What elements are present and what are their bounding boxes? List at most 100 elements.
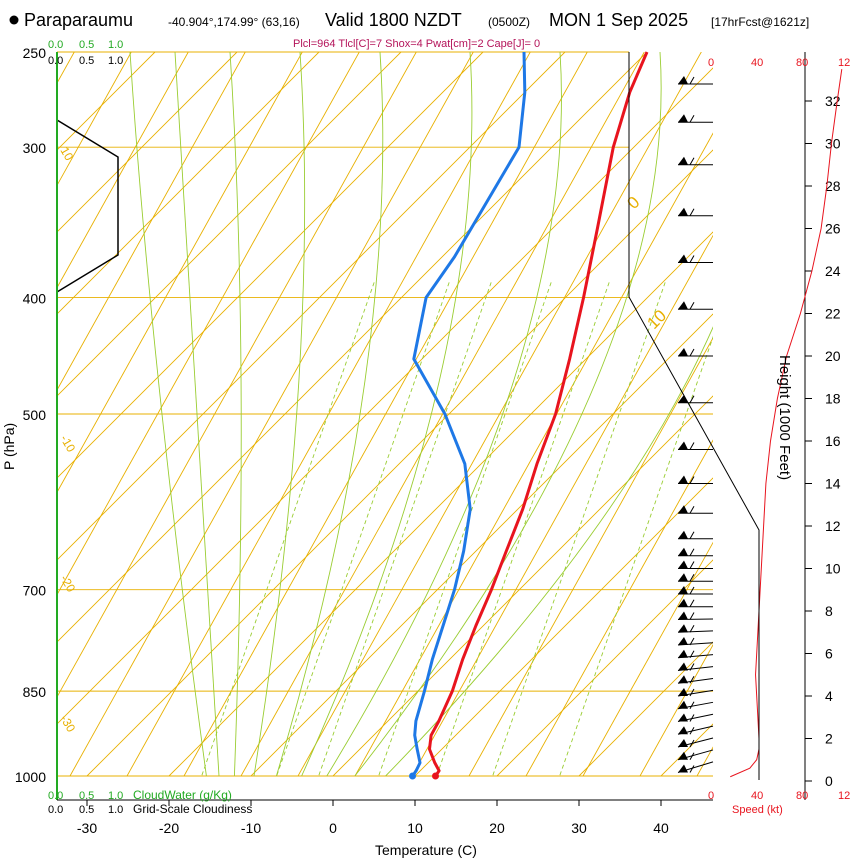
isotherm-label: -20	[57, 573, 78, 595]
wind-barb-feather	[689, 395, 695, 403]
wind-barb-feather	[689, 663, 695, 671]
wind-barb-flag	[678, 713, 688, 722]
isotherm-label: -10	[57, 433, 78, 455]
wind-barb-flag	[678, 348, 688, 356]
temperature-tick-label: -30	[77, 820, 97, 836]
cloud-water-axis-bottom-1: 0.5	[79, 790, 94, 802]
wind-barb	[677, 700, 714, 710]
wind-barb	[678, 505, 713, 514]
height-tick-label: 14	[825, 476, 841, 492]
temperature-tick-label: -10	[241, 820, 261, 836]
wind-barb-feather	[689, 531, 695, 539]
wind-barb-flag	[678, 688, 688, 696]
valid-time: Valid 1800 NZDT	[325, 10, 462, 30]
wind-barb-feather	[689, 701, 695, 709]
wind-barb-flag	[678, 751, 688, 760]
dry-adiabat-line	[354, 132, 713, 776]
temperature-tick-label: 20	[489, 820, 505, 836]
wind-barb-flag	[678, 530, 688, 539]
wind-barb-flag	[678, 394, 688, 403]
pressure-tick-label: 500	[23, 407, 47, 423]
isotherm-line	[250, 313, 713, 776]
wind-barb-feather	[689, 650, 695, 658]
wind-barb-flag	[678, 301, 688, 310]
isotherm-line	[57, 52, 320, 315]
wind-barb-flag	[678, 547, 688, 556]
wind-barb	[677, 749, 714, 761]
wind-barb	[677, 761, 714, 773]
wind-barb-feather	[689, 714, 695, 722]
speed-axis-top-1: 40	[751, 57, 763, 69]
dry-adiabat-line	[57, 52, 303, 494]
location-coords: -40.904°,174.99° (63,16)	[168, 15, 300, 29]
location-name: Paraparaumu	[24, 10, 133, 30]
wind-barb-feather	[689, 506, 695, 514]
forecast-info: [17hrFcst@1621z]	[711, 15, 809, 29]
valid-date: MON 1 Sep 2025	[549, 10, 688, 30]
wind-barb-flag	[678, 586, 688, 594]
dewpoint-line	[411, 51, 527, 777]
dry-adiabat-line	[57, 52, 246, 391]
right-boundary	[628, 52, 760, 780]
isotherm-label: -30	[57, 713, 78, 735]
wind-barb-feather	[689, 676, 695, 684]
wind-barb-feather	[689, 688, 695, 697]
wind-barb-flag	[678, 573, 688, 582]
wind-barb	[677, 688, 714, 697]
dry-adiabat-line	[57, 52, 417, 698]
wind-barb-flag	[678, 662, 688, 671]
wind-barb	[677, 713, 714, 722]
wind-barb-flag	[678, 156, 688, 165]
mixing-ratio-label: 20	[548, 776, 566, 794]
temperature-tick-label: 10	[407, 820, 423, 836]
isotherm-label-right: 0	[623, 193, 643, 213]
speed-axis-bottom-1: 40	[751, 790, 763, 802]
isotherm-line	[578, 641, 713, 776]
height-tick-label: 10	[825, 561, 841, 577]
mixing-ratio-label: 12	[481, 776, 499, 794]
wind-barb	[678, 560, 713, 569]
speed-axis-label: Speed (kt)	[732, 804, 783, 816]
dry-adiabat-line	[57, 52, 75, 84]
wind-barb-flag	[678, 700, 688, 709]
cloud-water-label: CloudWater (g/Kg)	[133, 788, 232, 802]
wind-barb-flag	[678, 764, 688, 773]
wind-barb-feather	[689, 561, 695, 569]
sounding-indices: Plcl=964 Tlcl[C]=7 Shox=4 Pwat[cm]=2 Cap…	[293, 38, 540, 50]
temperature-tick-label: 0	[329, 820, 337, 836]
wind-barb-flag	[678, 475, 688, 484]
wind-barb	[677, 675, 714, 684]
dry-adiabat-line	[57, 52, 360, 596]
isotherm-line	[57, 52, 484, 479]
dry-adiabat-line	[126, 52, 531, 776]
x-axis-title: Temperature (C)	[375, 842, 477, 858]
speed-axis-top-0: 0	[708, 57, 714, 69]
wind-barb	[677, 624, 714, 633]
dewpoint-surface-point	[409, 772, 417, 780]
speed-axis-top-2: 80	[796, 57, 808, 69]
wind-barb-flag	[678, 598, 688, 607]
moist-adiabat-line	[253, 52, 306, 776]
isotherm-line	[57, 52, 238, 233]
height-tick-label: 6	[825, 646, 833, 662]
wind-barb-feather	[689, 765, 695, 773]
temperature-surface-point	[432, 772, 439, 780]
pressure-tick-label: 250	[23, 45, 47, 61]
pressure-tick-label: 1000	[15, 769, 46, 785]
wind-barb-feather	[689, 76, 695, 85]
wind-barb	[677, 662, 714, 671]
height-tick-label: 22	[825, 306, 841, 322]
height-tick-label: 18	[825, 391, 841, 407]
wind-barb-feather	[689, 476, 695, 484]
speed-axis-bottom-0: 0	[708, 790, 714, 802]
wind-barb-flag	[678, 611, 688, 620]
wind-barb-flag	[678, 675, 688, 684]
isotherm-line	[414, 477, 713, 776]
isotherm-line	[57, 52, 648, 643]
moist-adiabat-line	[301, 52, 473, 776]
wind-barb-feather	[689, 625, 695, 633]
dry-adiabat-line	[525, 439, 713, 776]
wind-barb-flag	[678, 560, 688, 569]
